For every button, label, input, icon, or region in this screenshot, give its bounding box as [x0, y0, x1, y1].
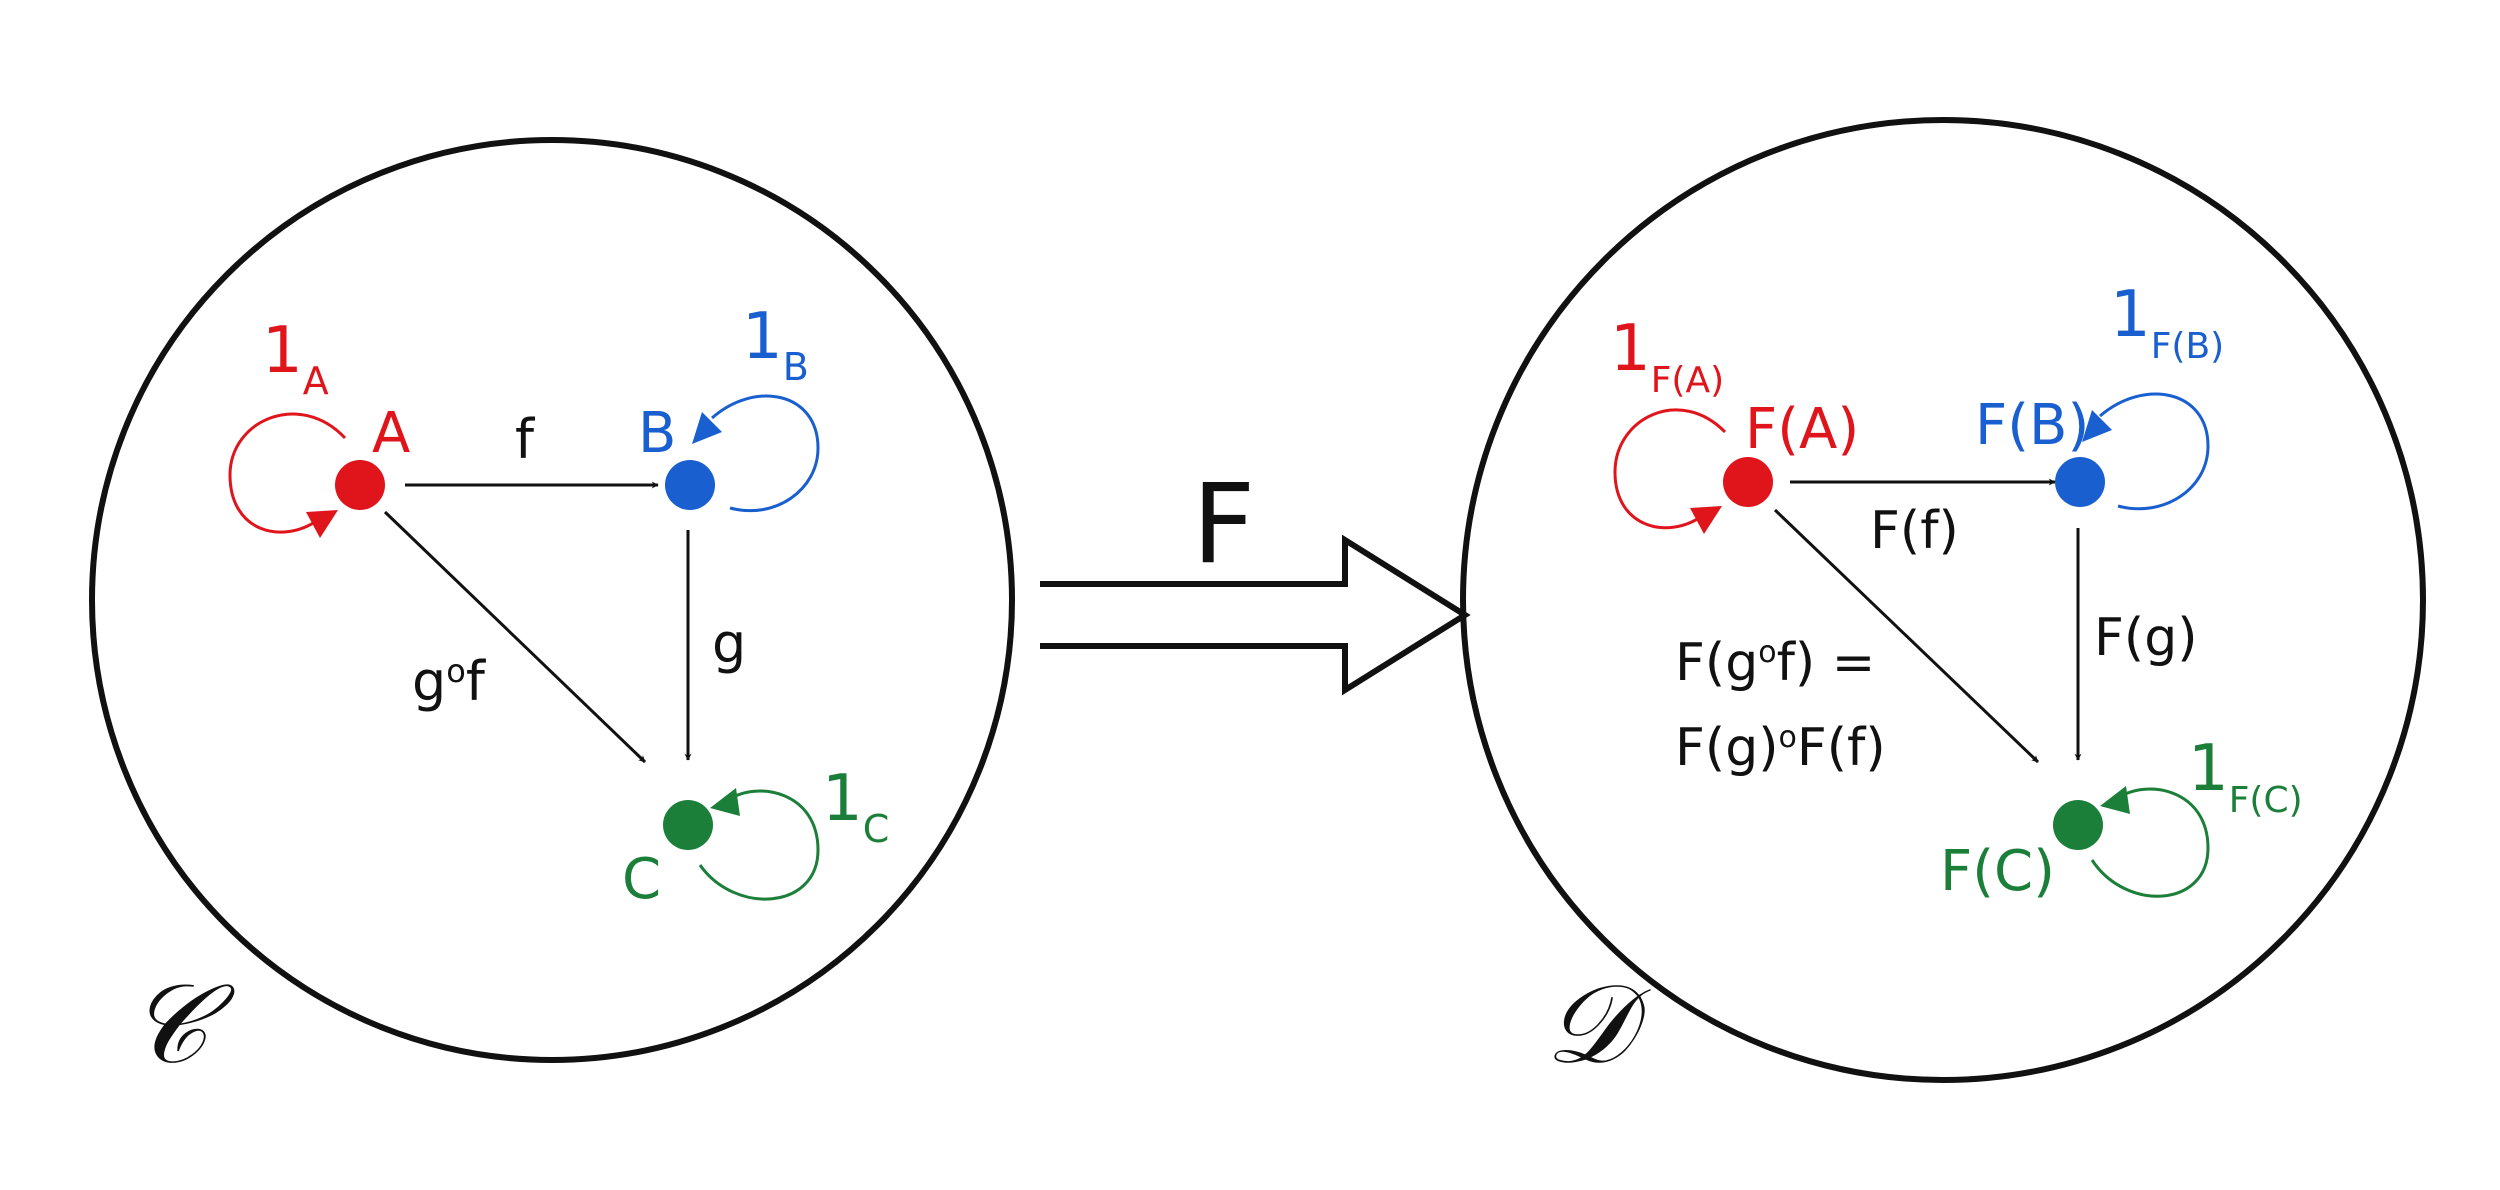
left-object-a-dot	[335, 460, 385, 510]
right-category: F(A) F(B) F(C) 1F(A) 1F(B) 1F(C) F(f) F(…	[1460, 117, 2426, 1088]
right-identity-b-label: 1F(B)	[2110, 278, 2224, 367]
left-object-c-label: C	[622, 847, 661, 912]
left-object-b-label: B	[638, 401, 676, 466]
left-identity-loop-c	[698, 788, 820, 901]
right-morphism-fg-label: F(g)	[2094, 608, 2198, 668]
left-identity-loop-a	[228, 412, 347, 538]
right-object-c-dot	[2053, 800, 2103, 850]
left-composite-label: gof	[412, 650, 487, 713]
left-morphism-f-label: f	[515, 408, 536, 471]
right-identity-loop-b	[2082, 392, 2210, 511]
functor-arrow: F	[1040, 460, 1471, 696]
left-identity-c-label: 1C	[822, 762, 889, 851]
right-category-boundary	[1460, 117, 2426, 1083]
right-identity-loop-a	[1613, 408, 1727, 534]
right-category-name: 𝒟	[1545, 960, 1651, 1088]
right-morphism-ff-label: F(f)	[1870, 501, 1959, 561]
left-object-b-dot	[665, 460, 715, 510]
left-identity-b-label: 1B	[742, 300, 809, 389]
right-identity-loop-c	[2090, 786, 2210, 898]
left-identity-loop-b	[692, 394, 820, 513]
left-object-a-label: A	[372, 401, 410, 466]
right-object-a-dot	[1723, 457, 1773, 507]
right-object-b-dot	[2055, 457, 2105, 507]
left-object-c-dot	[663, 800, 713, 850]
right-object-a-label: F(A)	[1745, 397, 1859, 462]
right-identity-a-label: 1F(A)	[1610, 312, 1724, 401]
left-category-name: 𝒞	[128, 960, 236, 1088]
right-object-c-label: F(C)	[1940, 839, 2055, 904]
left-arrow-composite	[383, 510, 647, 764]
left-identity-a-label: 1A	[262, 314, 329, 403]
right-composite-line-2: F(g)oF(f)	[1675, 718, 1886, 778]
right-composite-line-1: F(gof) =	[1675, 633, 1875, 693]
right-identity-c-label: 1F(C)	[2188, 732, 2303, 821]
left-morphism-g-label: g	[712, 612, 746, 675]
left-category-boundary	[89, 137, 1015, 1063]
left-category: A B C 1A 1B 1C f g gof 𝒞	[89, 137, 1015, 1088]
functor-label: F	[1192, 460, 1255, 588]
right-arrow-composite	[1773, 508, 2040, 764]
right-object-b-label: F(B)	[1975, 393, 2089, 458]
